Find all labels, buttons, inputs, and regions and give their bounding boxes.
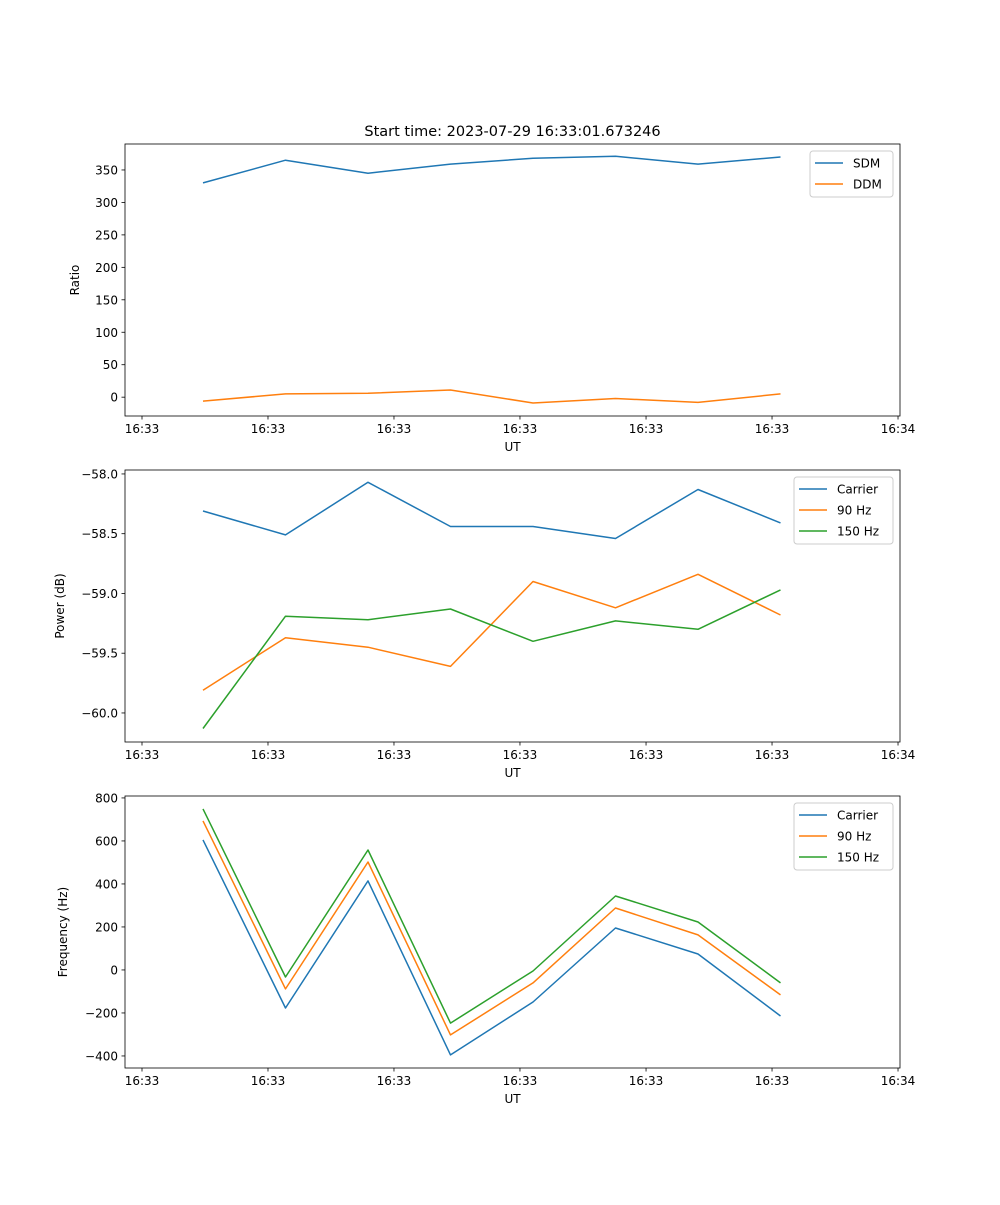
x-tick-label: 16:33: [629, 422, 664, 436]
chart-title: Start time: 2023-07-29 16:33:01.673246: [364, 124, 660, 140]
x-tick-label: 16:33: [377, 422, 412, 436]
series-line-90-hz: [202, 820, 781, 1036]
legend-box: [793, 476, 894, 545]
subplot-2: 16:33 16:33 16:33 16:33 16:33 16:33 16:34 −60.0…: [53, 467, 915, 780]
y-tick-label: −60.0: [81, 706, 118, 720]
axes-frame: [124, 143, 901, 417]
y-tick-label: −58.0: [81, 467, 118, 481]
y-tick-label: 50: [103, 358, 118, 372]
y-tick-label: 300: [95, 196, 118, 210]
y-tick-label: −58.5: [81, 527, 118, 541]
y-tick-label: 800: [95, 791, 118, 805]
x-tick-label: 16:33: [125, 422, 160, 436]
subplot-1: 16:33 16:33 16:33 16:33 16:33 16:33 16:34 0 50 10…: [68, 124, 915, 454]
series-line-carrier: [202, 839, 781, 1056]
x-tick-label: 16:33: [377, 748, 412, 762]
legend: Carrier 90 Hz 150 Hz: [793, 476, 894, 545]
legend-label: 90 Hz: [837, 830, 871, 844]
y-tick-label: 400: [95, 877, 118, 891]
x-tick-label: 16:33: [125, 748, 160, 762]
x-tick-label: 16:33: [503, 748, 538, 762]
x-tick-label: 16:33: [629, 748, 664, 762]
legend: SDM DDM: [809, 150, 894, 198]
series-line-90-hz: [202, 573, 781, 691]
x-tick-label: 16:33: [629, 1074, 664, 1088]
legend-label: 90 Hz: [837, 504, 871, 518]
y-tick-label: 350: [95, 163, 118, 177]
y-tick-label: 600: [95, 834, 118, 848]
y-tick-label: −59.0: [81, 587, 118, 601]
x-tick-label: 16:33: [755, 422, 790, 436]
x-tick-label: 16:33: [755, 748, 790, 762]
y-axis-label: Ratio: [68, 265, 82, 296]
y-tick-label: 0: [110, 963, 118, 977]
y-tick-label: 0: [110, 391, 118, 405]
x-axis-label: UT: [504, 1092, 521, 1106]
y-axis-label: Frequency (Hz): [56, 887, 70, 978]
y-tick-label: 250: [95, 228, 118, 242]
x-axis-label: UT: [504, 766, 521, 780]
y-tick-label: 200: [95, 261, 118, 275]
subplot-3: 16:33 16:33 16:33 16:33 16:33 16:33 16:34 −400 −…: [56, 791, 915, 1106]
x-tick-label: 16:33: [503, 1074, 538, 1088]
legend-label: DDM: [853, 178, 882, 192]
legend: Carrier 90 Hz 150 Hz: [793, 802, 894, 871]
legend-label: 150 Hz: [837, 851, 879, 865]
axes-frame: [124, 469, 901, 743]
y-tick-label: 200: [95, 920, 118, 934]
legend-box: [793, 802, 894, 871]
y-tick-label: −59.5: [81, 647, 118, 661]
x-tick-label: 16:33: [251, 1074, 286, 1088]
y-axis-label: Power (dB): [53, 573, 67, 638]
y-tick-label: 150: [95, 293, 118, 307]
x-tick-label: 16:33: [377, 1074, 412, 1088]
x-axis-label: UT: [504, 440, 521, 454]
x-tick-label: 16:33: [251, 748, 286, 762]
series-line-carrier: [202, 481, 781, 540]
y-tick-label: −400: [85, 1049, 118, 1063]
legend-label: SDM: [853, 157, 880, 171]
axes-frame: [124, 795, 901, 1069]
x-tick-label: 16:34: [881, 422, 916, 436]
x-tick-label: 16:33: [125, 1074, 160, 1088]
y-tick-label: −200: [85, 1006, 118, 1020]
legend-label: Carrier: [837, 483, 878, 497]
x-tick-label: 16:33: [755, 1074, 790, 1088]
x-tick-label: 16:34: [881, 1074, 916, 1088]
legend-label: Carrier: [837, 809, 878, 823]
legend-label: 150 Hz: [837, 525, 879, 539]
x-tick-label: 16:34: [881, 748, 916, 762]
x-tick-label: 16:33: [251, 422, 286, 436]
x-tick-label: 16:33: [503, 422, 538, 436]
series-line-sdm: [202, 155, 781, 184]
series-line-150-hz: [202, 808, 781, 1024]
series-line-ddm: [202, 389, 781, 404]
series-line-150-hz: [202, 589, 781, 729]
y-tick-label: 100: [95, 326, 118, 340]
